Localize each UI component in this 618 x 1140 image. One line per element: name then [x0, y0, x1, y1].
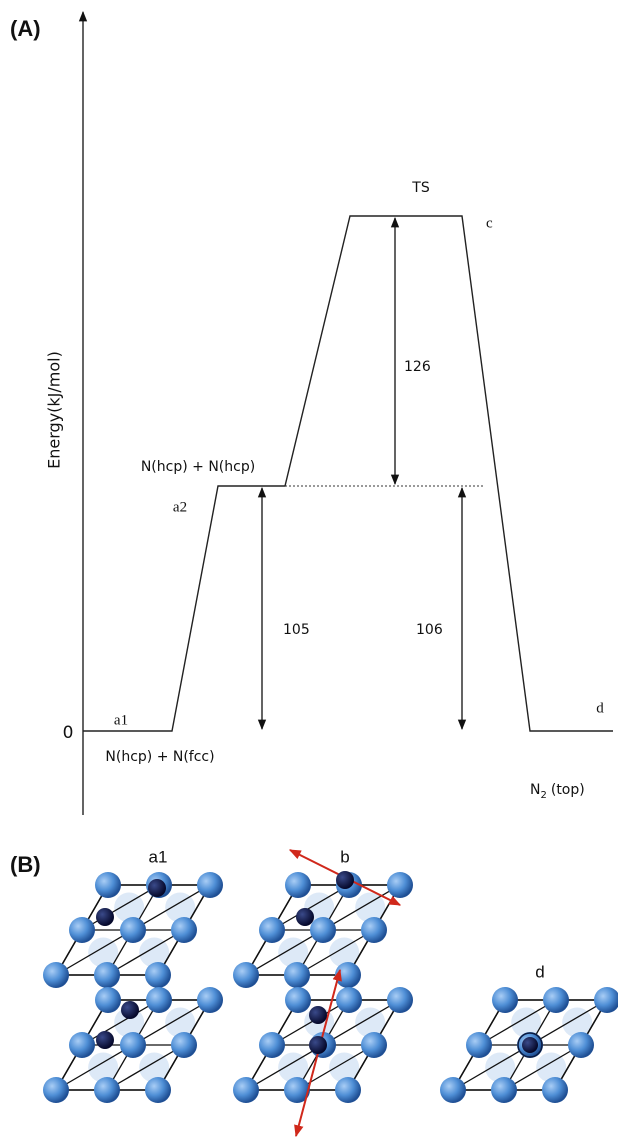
surface-atom — [491, 1077, 517, 1103]
surface-atom — [95, 987, 121, 1013]
bond — [272, 1000, 349, 1045]
surface-atom — [197, 987, 223, 1013]
surface-atom — [568, 1032, 594, 1058]
surface-atom — [285, 987, 311, 1013]
structure-label: b — [340, 847, 349, 866]
state-label: a2 — [173, 499, 187, 515]
bond — [82, 1000, 159, 1045]
state-label: a1 — [114, 712, 128, 728]
surface-atom — [146, 987, 172, 1013]
bond — [297, 930, 374, 975]
surface-atom — [543, 987, 569, 1013]
nitrogen-atom — [121, 1001, 139, 1019]
bond — [107, 1045, 184, 1090]
surface-atom — [361, 917, 387, 943]
nitrogen-atom — [336, 871, 354, 889]
bond — [297, 1045, 374, 1090]
barrier-value: 126 — [404, 359, 431, 375]
surface-atom — [95, 872, 121, 898]
barrier-value: 105 — [283, 622, 310, 638]
surface-atom — [361, 1032, 387, 1058]
bond — [82, 885, 159, 930]
text-part: N — [530, 782, 540, 798]
nitrogen-atom — [296, 908, 314, 926]
surface-atom — [233, 962, 259, 988]
state-label: TS — [411, 180, 430, 196]
surface-atom — [43, 1077, 69, 1103]
surface-atom — [145, 962, 171, 988]
surface-atom — [285, 872, 311, 898]
surface-atom — [233, 1077, 259, 1103]
surface-atom — [259, 1032, 285, 1058]
surface-atom — [120, 917, 146, 943]
surface-atom — [69, 1032, 95, 1058]
surface-atom — [335, 1077, 361, 1103]
surface-atom — [466, 1032, 492, 1058]
surface-atom — [492, 987, 518, 1013]
surface-atom — [336, 987, 362, 1013]
state-name: N2 (top) — [530, 782, 585, 801]
bond — [479, 1000, 556, 1045]
nitrogen-atom — [522, 1037, 538, 1053]
bond — [504, 1045, 581, 1090]
surface-atom — [387, 872, 413, 898]
state-label: d — [596, 700, 604, 716]
axis-label: Energy(kJ/mol) — [45, 351, 64, 469]
state-name: N(hcp) + N(hcp) — [141, 459, 255, 475]
surface-atom — [69, 917, 95, 943]
bond — [107, 930, 184, 975]
surface-atom — [440, 1077, 466, 1103]
state-label: c — [486, 215, 493, 231]
panel-label: (A) — [10, 16, 41, 41]
nitrogen-atom — [96, 1031, 114, 1049]
surface-atom — [259, 917, 285, 943]
surface-atom — [94, 1077, 120, 1103]
surface-atom — [171, 917, 197, 943]
panel-label: (B) — [10, 852, 41, 877]
structures — [43, 850, 618, 1136]
nitrogen-atom — [309, 1006, 327, 1024]
state-name: N(hcp) + N(fcc) — [105, 749, 214, 765]
surface-atom — [542, 1077, 568, 1103]
surface-atom — [197, 872, 223, 898]
zero-label: 0 — [63, 723, 74, 743]
subscript: 2 — [540, 790, 546, 801]
surface-atom — [145, 1077, 171, 1103]
surface-atom — [171, 1032, 197, 1058]
surface-atom — [284, 962, 310, 988]
figure: (A) Energy(kJ/mol) 0 105 106 126 TS c N(… — [0, 0, 618, 1140]
surface-atom — [43, 962, 69, 988]
nitrogen-atom — [96, 908, 114, 926]
nitrogen-atom — [148, 879, 166, 897]
surface-atom — [94, 962, 120, 988]
structure-label: d — [535, 962, 544, 981]
nitrogen-atom — [309, 1036, 327, 1054]
barrier-value: 106 — [416, 622, 443, 638]
surface-atom — [120, 1032, 146, 1058]
surface-atom — [594, 987, 618, 1013]
structure-label: a1 — [149, 847, 168, 866]
surface-atom — [387, 987, 413, 1013]
text-part: (top) — [551, 782, 585, 798]
surface-atom — [310, 917, 336, 943]
